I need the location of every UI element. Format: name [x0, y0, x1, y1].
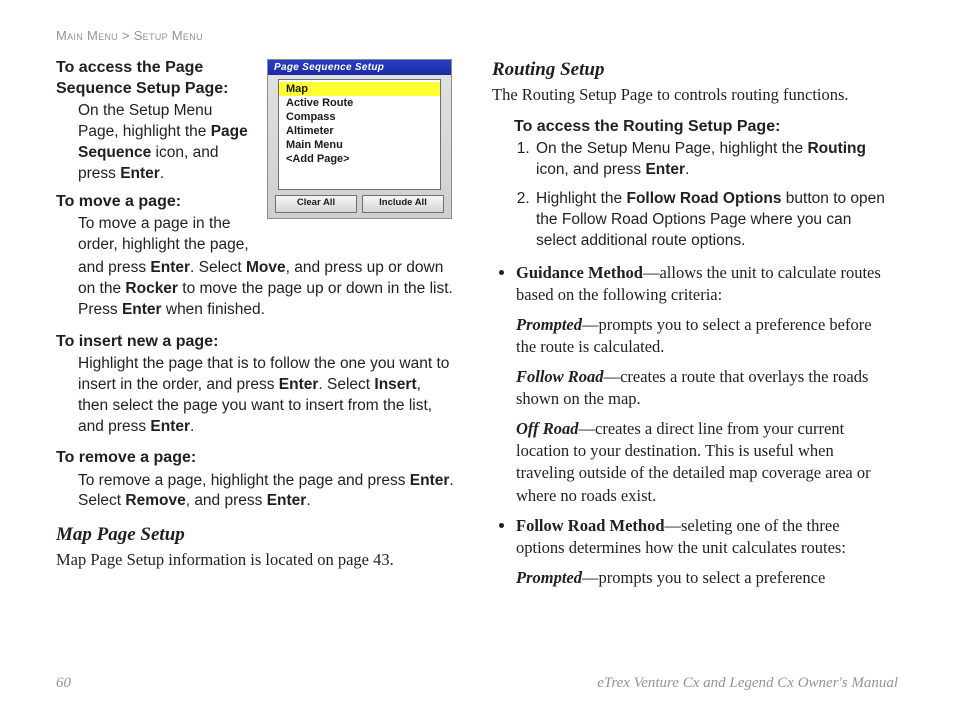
- t: Prompted: [516, 315, 582, 334]
- subtitle-map-page-setup: Map Page Setup: [56, 522, 454, 547]
- t: Prompted: [516, 568, 582, 587]
- term-prompted-1: Prompted—prompts you to select a prefere…: [516, 314, 890, 358]
- t: .: [160, 165, 164, 182]
- device-row: Active Route: [279, 96, 440, 110]
- t: On the Setup Menu Page, highlight the: [536, 140, 807, 157]
- t: .: [190, 418, 194, 435]
- bullet-guidance-method: Guidance Method—allows the unit to calcu…: [516, 262, 890, 306]
- para-routing-setup: The Routing Setup Page to controls routi…: [492, 84, 890, 106]
- device-list: Map Active Route Compass Altimeter Main …: [278, 79, 441, 190]
- t: Enter: [267, 492, 307, 509]
- step-2: Highlight the Follow Road Options button…: [534, 189, 890, 252]
- body-move-page-cont: To move a page in the order, highlight t…: [56, 258, 454, 321]
- body-access-page-sequence: On the Setup Menu Page, highlight the Pa…: [56, 101, 257, 185]
- t: Highlight the: [536, 190, 626, 207]
- section-access-page-sequence: To access the Page Sequence Setup Page: …: [56, 57, 257, 185]
- t: Enter: [645, 161, 685, 178]
- page-number: 60: [56, 675, 71, 692]
- left-column: To access the Page Sequence Setup Page: …: [56, 57, 454, 589]
- t: Guidance Method: [516, 263, 643, 282]
- t: .: [306, 492, 310, 509]
- section-access-routing: To access the Routing Setup Page: On the…: [514, 116, 890, 252]
- t: Follow Road Method: [516, 516, 665, 535]
- para-map-page-setup: Map Page Setup information is located on…: [56, 549, 454, 571]
- t: , and press: [186, 492, 267, 509]
- first-block-text: To access the Page Sequence Setup Page: …: [56, 57, 257, 256]
- t: Enter: [150, 259, 190, 276]
- device-titlebar: Page Sequence Setup: [268, 60, 451, 75]
- content-columns: To access the Page Sequence Setup Page: …: [56, 57, 898, 589]
- device-row: <Add Page>: [279, 152, 440, 166]
- t: Enter: [120, 165, 160, 182]
- breadcrumb-main: Main Menu: [56, 28, 118, 43]
- device-row: Compass: [279, 110, 440, 124]
- t: Insert: [374, 376, 416, 393]
- section-insert-page: To insert new a page: Highlight the page…: [56, 331, 454, 438]
- device-btn-clear: Clear All: [275, 195, 357, 213]
- body-move-page-partial: To move a page in the order, highlight t…: [56, 214, 257, 256]
- body-remove-page: To remove a page, highlight the page and…: [56, 471, 454, 513]
- device-row: Main Menu: [279, 138, 440, 152]
- t: Enter: [279, 376, 319, 393]
- breadcrumb-setup: Setup Menu: [134, 28, 203, 43]
- access-routing-steps: On the Setup Menu Page, highlight the Ro…: [514, 139, 890, 252]
- bullet-follow-road-method: Follow Road Method—seleting one of the t…: [516, 515, 890, 559]
- t: To remove a page, highlight the page and…: [78, 472, 410, 489]
- section-move-page-cont: To move a page in the order, highlight t…: [56, 258, 454, 321]
- manual-title: eTrex Venture Cx and Legend Cx Owner's M…: [597, 675, 898, 692]
- breadcrumb-sep: >: [118, 28, 134, 43]
- heading-move-page: To move a page:: [56, 191, 257, 212]
- device-row: Map: [279, 82, 440, 96]
- t: . Select: [190, 259, 246, 276]
- t: . Select: [318, 376, 374, 393]
- t: Enter: [410, 472, 450, 489]
- t: Move: [246, 259, 286, 276]
- footer: 60 eTrex Venture Cx and Legend Cx Owner'…: [56, 675, 898, 692]
- routing-bullets-2: Follow Road Method—seleting one of the t…: [498, 515, 890, 559]
- t: —prompts you to select a preference: [582, 568, 825, 587]
- heading-remove-page: To remove a page:: [56, 447, 454, 468]
- device-screenshot: Page Sequence Setup Map Active Route Com…: [267, 59, 452, 219]
- t: Off Road: [516, 419, 579, 438]
- t: Rocker: [125, 280, 178, 297]
- t: Enter: [150, 418, 190, 435]
- t: .: [685, 161, 689, 178]
- term-off-road: Off Road—creates a direct line from your…: [516, 418, 890, 506]
- breadcrumb: Main Menu > Setup Menu: [56, 28, 898, 43]
- heading-access-page-sequence: To access the Page Sequence Setup Page:: [56, 57, 257, 99]
- body-insert-page: Highlight the page that is to follow the…: [56, 354, 454, 438]
- device-row: Altimeter: [279, 124, 440, 138]
- t: Follow Road Options: [626, 190, 781, 207]
- t: when finished.: [162, 301, 265, 318]
- t: On the Setup Menu Page, highlight the: [78, 102, 212, 140]
- routing-bullets: Guidance Method—allows the unit to calcu…: [498, 262, 890, 306]
- right-column: Routing Setup The Routing Setup Page to …: [492, 57, 890, 589]
- device-buttons: Clear All Include All: [275, 195, 444, 213]
- heading-insert-page: To insert new a page:: [56, 331, 454, 352]
- t: icon, and press: [536, 161, 645, 178]
- term-follow-road: Follow Road—creates a route that overlay…: [516, 366, 890, 410]
- t: Remove: [125, 492, 185, 509]
- first-block: To access the Page Sequence Setup Page: …: [56, 57, 454, 256]
- device-btn-include: Include All: [362, 195, 444, 213]
- section-move-page-head: To move a page: To move a page in the or…: [56, 191, 257, 256]
- step-1: On the Setup Menu Page, highlight the Ro…: [534, 139, 890, 181]
- subtitle-routing-setup: Routing Setup: [492, 57, 890, 82]
- heading-access-routing: To access the Routing Setup Page:: [514, 116, 890, 137]
- t: Enter: [122, 301, 162, 318]
- term-prompted-2: Prompted—prompts you to select a prefere…: [516, 567, 890, 589]
- section-remove-page: To remove a page: To remove a page, high…: [56, 447, 454, 512]
- t: Follow Road: [516, 367, 604, 386]
- t: Routing: [807, 140, 866, 157]
